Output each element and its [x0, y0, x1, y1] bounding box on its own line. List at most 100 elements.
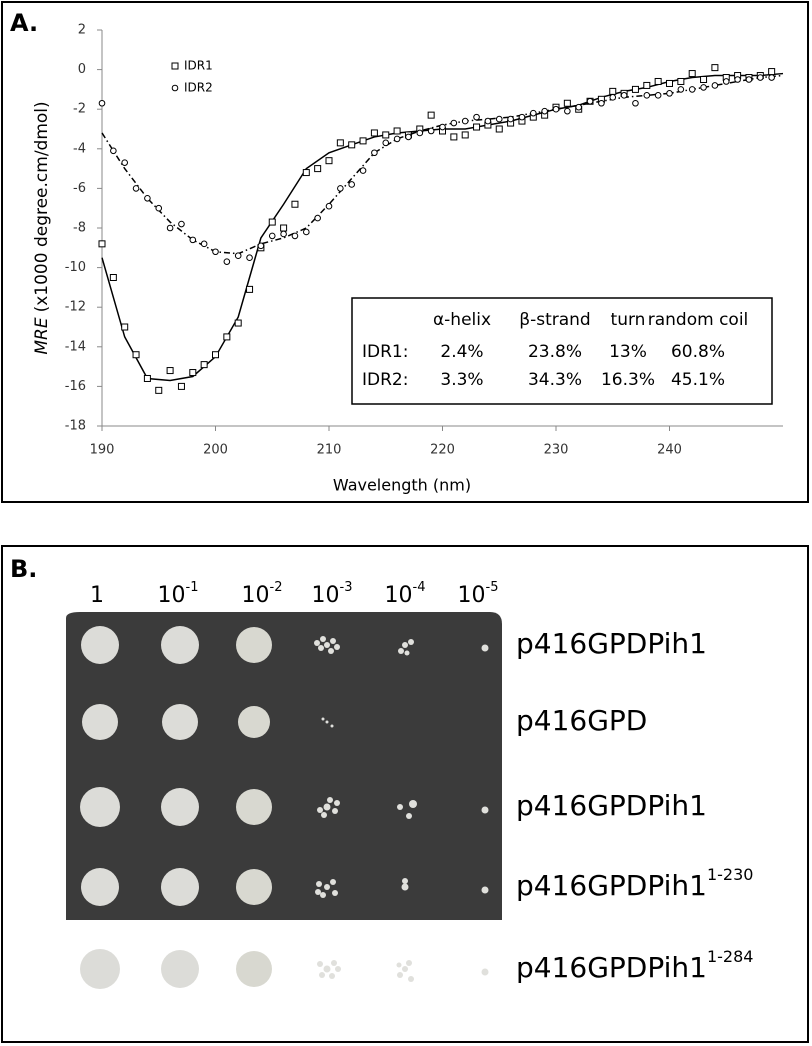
colony: [408, 639, 414, 645]
data-point: [518, 113, 526, 121]
table-cell: 2.4%: [440, 342, 483, 362]
colony-spot: [81, 868, 119, 906]
data-point: [484, 117, 492, 125]
strain-base: p416GPDPih1: [516, 627, 707, 660]
strain-label: p416GPDPih11-230: [516, 865, 753, 903]
strain-base: p416GPD: [516, 704, 647, 737]
data-point: [303, 228, 310, 236]
panel-a-frame: [1, 1, 809, 503]
colony: [330, 879, 336, 885]
data-point: [325, 157, 333, 165]
data-point: [302, 169, 310, 177]
table-cell: 45.1%: [671, 370, 725, 390]
table-header: β-strand: [519, 310, 590, 330]
x-axis-label: Wavelength (nm): [333, 476, 471, 495]
colony: [402, 878, 408, 884]
colony-spot: [81, 626, 119, 664]
data-point: [768, 74, 775, 81]
colony: [404, 650, 410, 656]
data-point: [745, 76, 753, 83]
data-point: [223, 333, 231, 341]
y-axis-label: MRE (x1000 degree.cm/dmol): [32, 101, 52, 354]
y-tick-label: -10: [65, 260, 86, 275]
dilution-base: 10: [158, 583, 186, 608]
y-tick-label: 2: [78, 23, 86, 38]
data-point: [98, 240, 106, 248]
data-point: [121, 159, 128, 166]
data-point: [336, 139, 344, 147]
data-point: [132, 351, 140, 359]
y-tick-label: -16: [65, 379, 86, 394]
data-point: [427, 111, 435, 119]
colony-spot: [161, 868, 199, 906]
table-cell: 60.8%: [671, 342, 725, 362]
table-cell: 13%: [609, 342, 647, 362]
data-point: [246, 254, 253, 262]
legend-marker: [171, 62, 179, 70]
data-point: [416, 129, 424, 137]
colony: [331, 960, 337, 966]
colony-spot: [236, 951, 272, 987]
data-point: [337, 185, 344, 192]
colony: [328, 648, 334, 654]
data-point: [359, 137, 367, 145]
dilution-exponent: -2: [270, 580, 283, 595]
data-point: [212, 248, 219, 256]
data-point: [495, 115, 503, 123]
colony-spot: [80, 787, 120, 827]
data-point: [189, 369, 197, 377]
colony: [325, 720, 329, 724]
data-point: [314, 165, 322, 173]
colony: [332, 890, 338, 896]
x-tick-label: 200: [203, 443, 228, 458]
colony: [317, 961, 323, 967]
y-tick-label: -2: [73, 102, 86, 117]
colony: [397, 804, 403, 810]
dilution-exponent: -3: [340, 580, 353, 595]
data-point: [586, 97, 594, 105]
data-point: [325, 202, 333, 210]
legend-label: IDR2: [184, 81, 213, 95]
data-point: [268, 232, 276, 240]
colony: [402, 642, 408, 648]
data-point: [143, 374, 151, 382]
legend-label: IDR1: [184, 59, 213, 73]
fit-line: [101, 74, 784, 255]
data-point: [530, 109, 537, 117]
y-tick-label: -18: [65, 419, 86, 434]
data-point: [132, 185, 140, 192]
data-point: [200, 240, 208, 248]
dilution-label: 10-5: [458, 580, 499, 609]
data-point: [722, 78, 730, 85]
y-tick-label: -8: [73, 221, 86, 236]
data-point: [711, 64, 719, 72]
data-point: [688, 86, 696, 93]
x-tick-label: 240: [657, 443, 682, 458]
data-point: [666, 79, 673, 87]
data-point: [564, 107, 571, 115]
table-row-label: IDR2:: [362, 370, 408, 390]
colony-spot: [161, 950, 199, 988]
dilution-base: 10: [242, 583, 270, 608]
data-point: [393, 135, 401, 143]
colony-spot: [161, 626, 199, 664]
colony: [481, 968, 489, 976]
colony: [401, 883, 409, 891]
data-point: [166, 224, 174, 232]
colony: [315, 889, 321, 895]
colony-spot: [236, 627, 272, 663]
data-point: [155, 386, 163, 394]
colony: [323, 965, 331, 973]
data-point: [631, 85, 639, 93]
colony: [318, 645, 324, 651]
data-point: [280, 224, 288, 232]
y-tick-label: -14: [65, 339, 86, 354]
dilution-base: 10: [458, 583, 486, 608]
data-point: [768, 68, 776, 76]
colony: [316, 881, 322, 887]
colony: [397, 972, 403, 978]
data-point: [348, 181, 356, 188]
plate-photo: [66, 612, 502, 920]
colony-spot: [82, 704, 118, 740]
colony: [396, 962, 402, 968]
